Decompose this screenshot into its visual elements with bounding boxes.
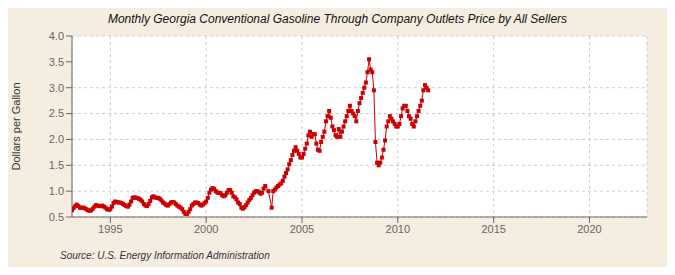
svg-text:2005: 2005 [290, 223, 314, 235]
svg-text:Dollars per Gallon: Dollars per Gallon [10, 82, 22, 170]
svg-text:2010: 2010 [386, 223, 410, 235]
svg-text:2020: 2020 [577, 223, 601, 235]
html-text:Monthly Georgia Conventional G: Monthly Georgia Conventional Gasoline Th… [107, 12, 568, 26]
svg-text:3.0: 3.0 [49, 82, 64, 94]
svg-text:0.5: 0.5 [49, 211, 64, 223]
svg-text:2000: 2000 [194, 223, 218, 235]
svg-text:4.0: 4.0 [49, 30, 64, 42]
svg-text:1.5: 1.5 [49, 159, 64, 171]
svg-text:1.0: 1.0 [49, 185, 64, 197]
svg-text:1995: 1995 [98, 223, 122, 235]
svg-text:2.5: 2.5 [49, 107, 64, 119]
svg-text:3.5: 3.5 [49, 56, 64, 68]
html-text:Source: U.S. Energy Informatio: Source: U.S. Energy Information Administ… [60, 250, 270, 261]
svg-text:2.0: 2.0 [49, 133, 64, 145]
svg-text:2015: 2015 [481, 223, 505, 235]
